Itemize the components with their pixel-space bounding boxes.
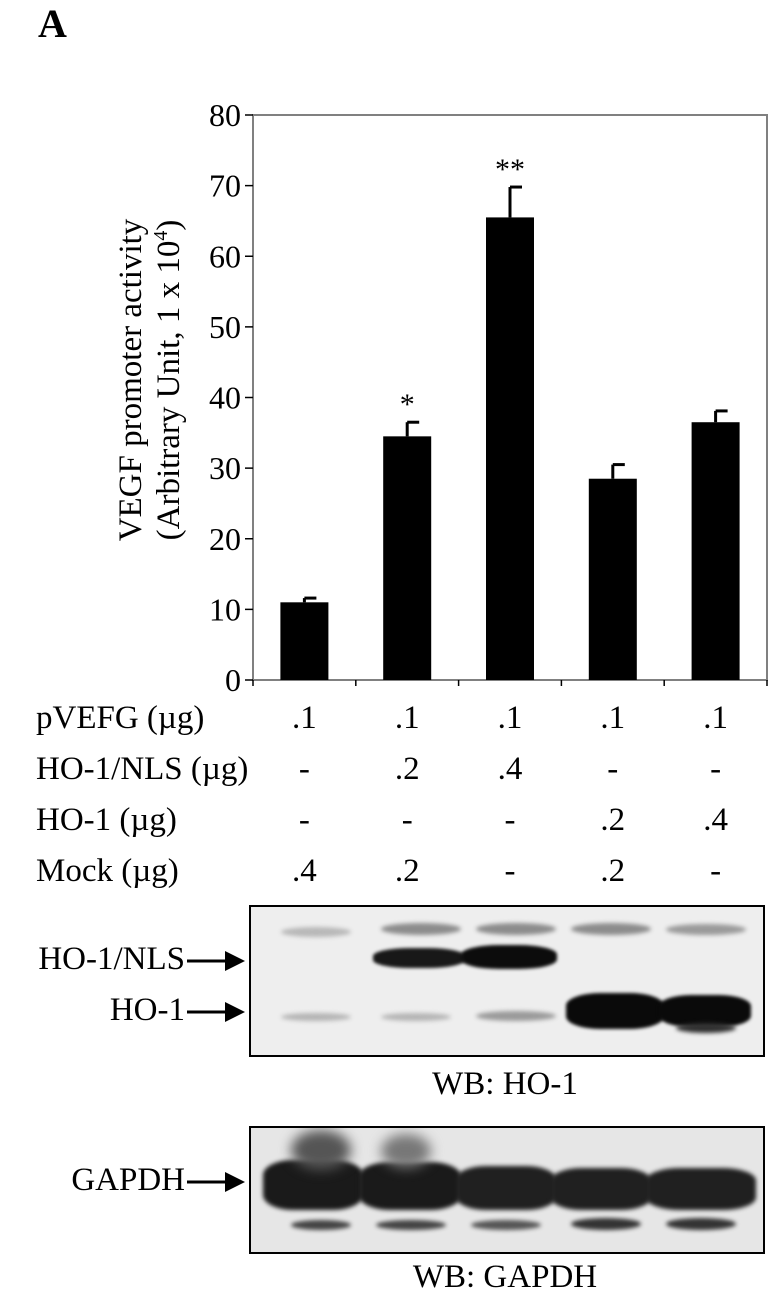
treatment-cell: .2 [394,853,420,889]
ho1-nls-band [373,948,465,968]
gapdh-lower-band [666,1218,736,1230]
arrow-right-icon [187,1172,245,1193]
panel-label: A [38,1,67,46]
treatment-cell: .2 [394,751,420,787]
arrow-right-icon [187,951,245,972]
gapdh-marker-label: GAPDH [71,1162,185,1198]
treatment-row-label: Mock (µg) [36,853,179,889]
gapdh-marker: GAPDH [71,1162,245,1199]
gapdh-band [359,1162,461,1210]
faint-band [381,1013,451,1021]
ho1-marker: HO-1 [110,992,245,1029]
gapdh-lower-band [291,1220,351,1230]
treatment-cell: - [710,853,722,889]
y-tick-label: 50 [209,309,241,345]
background-band [476,923,556,935]
ho1-blot-caption: WB: HO-1 [432,1066,578,1102]
y-tick-label: 60 [209,238,241,274]
gapdh-blot-image [249,1126,765,1254]
treatment-cell: - [298,751,310,787]
background-band [381,923,461,935]
treatment-row: pVEFG (µg) .1 .1 .1 .1 .1 [36,700,756,744]
treatment-cell: .1 [703,700,728,736]
treatment-row: HO-1/NLS (µg) - .2 .4 - - [36,751,756,795]
treatment-cell: .1 [394,700,420,736]
gapdh-smear [291,1130,351,1170]
ho1-nls-band [461,945,557,969]
gapdh-band [646,1168,756,1210]
y-tick-label: 40 [209,380,241,416]
y-tick-label: 30 [209,450,241,486]
ho1-band [659,995,751,1027]
background-band [571,923,651,935]
faint-band [281,1013,351,1021]
gapdh-smear [381,1134,431,1168]
treatment-cell: - [607,751,619,787]
y-tick-label: 10 [209,591,241,627]
treatment-cell: .1 [600,700,626,736]
ho1-band [566,993,664,1029]
treatment-cell: .2 [600,802,626,838]
treatment-cell: .4 [703,802,728,838]
bar [280,602,329,680]
treatment-cell: .4 [497,751,523,787]
treatment-row-label: HO-1 (µg) [36,802,177,838]
ho1-marker-label: HO-1 [109,992,185,1028]
y-tick-label: 20 [209,521,241,557]
bar [383,436,432,680]
bar [486,217,534,680]
gapdh-band [551,1168,651,1210]
bar [588,478,637,680]
treatment-cell: - [504,802,516,838]
treatment-cell: - [504,853,516,889]
arrow-right-icon [187,1002,245,1023]
treatment-cell: .1 [292,700,317,736]
y-tick-label: 70 [209,168,241,204]
treatment-cell: .4 [292,853,317,889]
ho1-lower-band [676,1023,736,1033]
faint-band [476,1011,556,1021]
significance-label: ** [495,153,525,186]
treatment-row-label: HO-1/NLS (µg) [36,751,249,787]
background-band [666,924,746,935]
ho1-blot-image [249,905,765,1057]
gapdh-band [456,1166,556,1210]
ho1-nls-marker: HO-1/NLS [38,941,245,978]
significance-label: * [400,388,415,421]
treatment-row: Mock (µg) .4 .2 - .2 - [36,853,756,897]
treatment-row: HO-1 (µg) - - - .2 .4 [36,802,756,846]
background-band [281,927,351,937]
treatment-cell: .1 [497,700,523,736]
bar [691,422,740,680]
treatment-row-label: pVEFG (µg) [36,700,205,736]
treatment-cell: .2 [600,853,626,889]
gapdh-lower-band [571,1218,641,1230]
treatment-cell: - [401,802,413,838]
gapdh-blot-caption: WB: GAPDH [412,1259,598,1295]
gapdh-lower-band [376,1220,446,1230]
gapdh-lower-band [471,1220,541,1230]
y-tick-label: 0 [225,662,241,698]
y-tick-label: 80 [209,97,241,133]
treatment-cell: - [710,751,722,787]
ho1-nls-marker-label: HO-1/NLS [38,941,185,977]
treatment-cell: - [298,802,310,838]
